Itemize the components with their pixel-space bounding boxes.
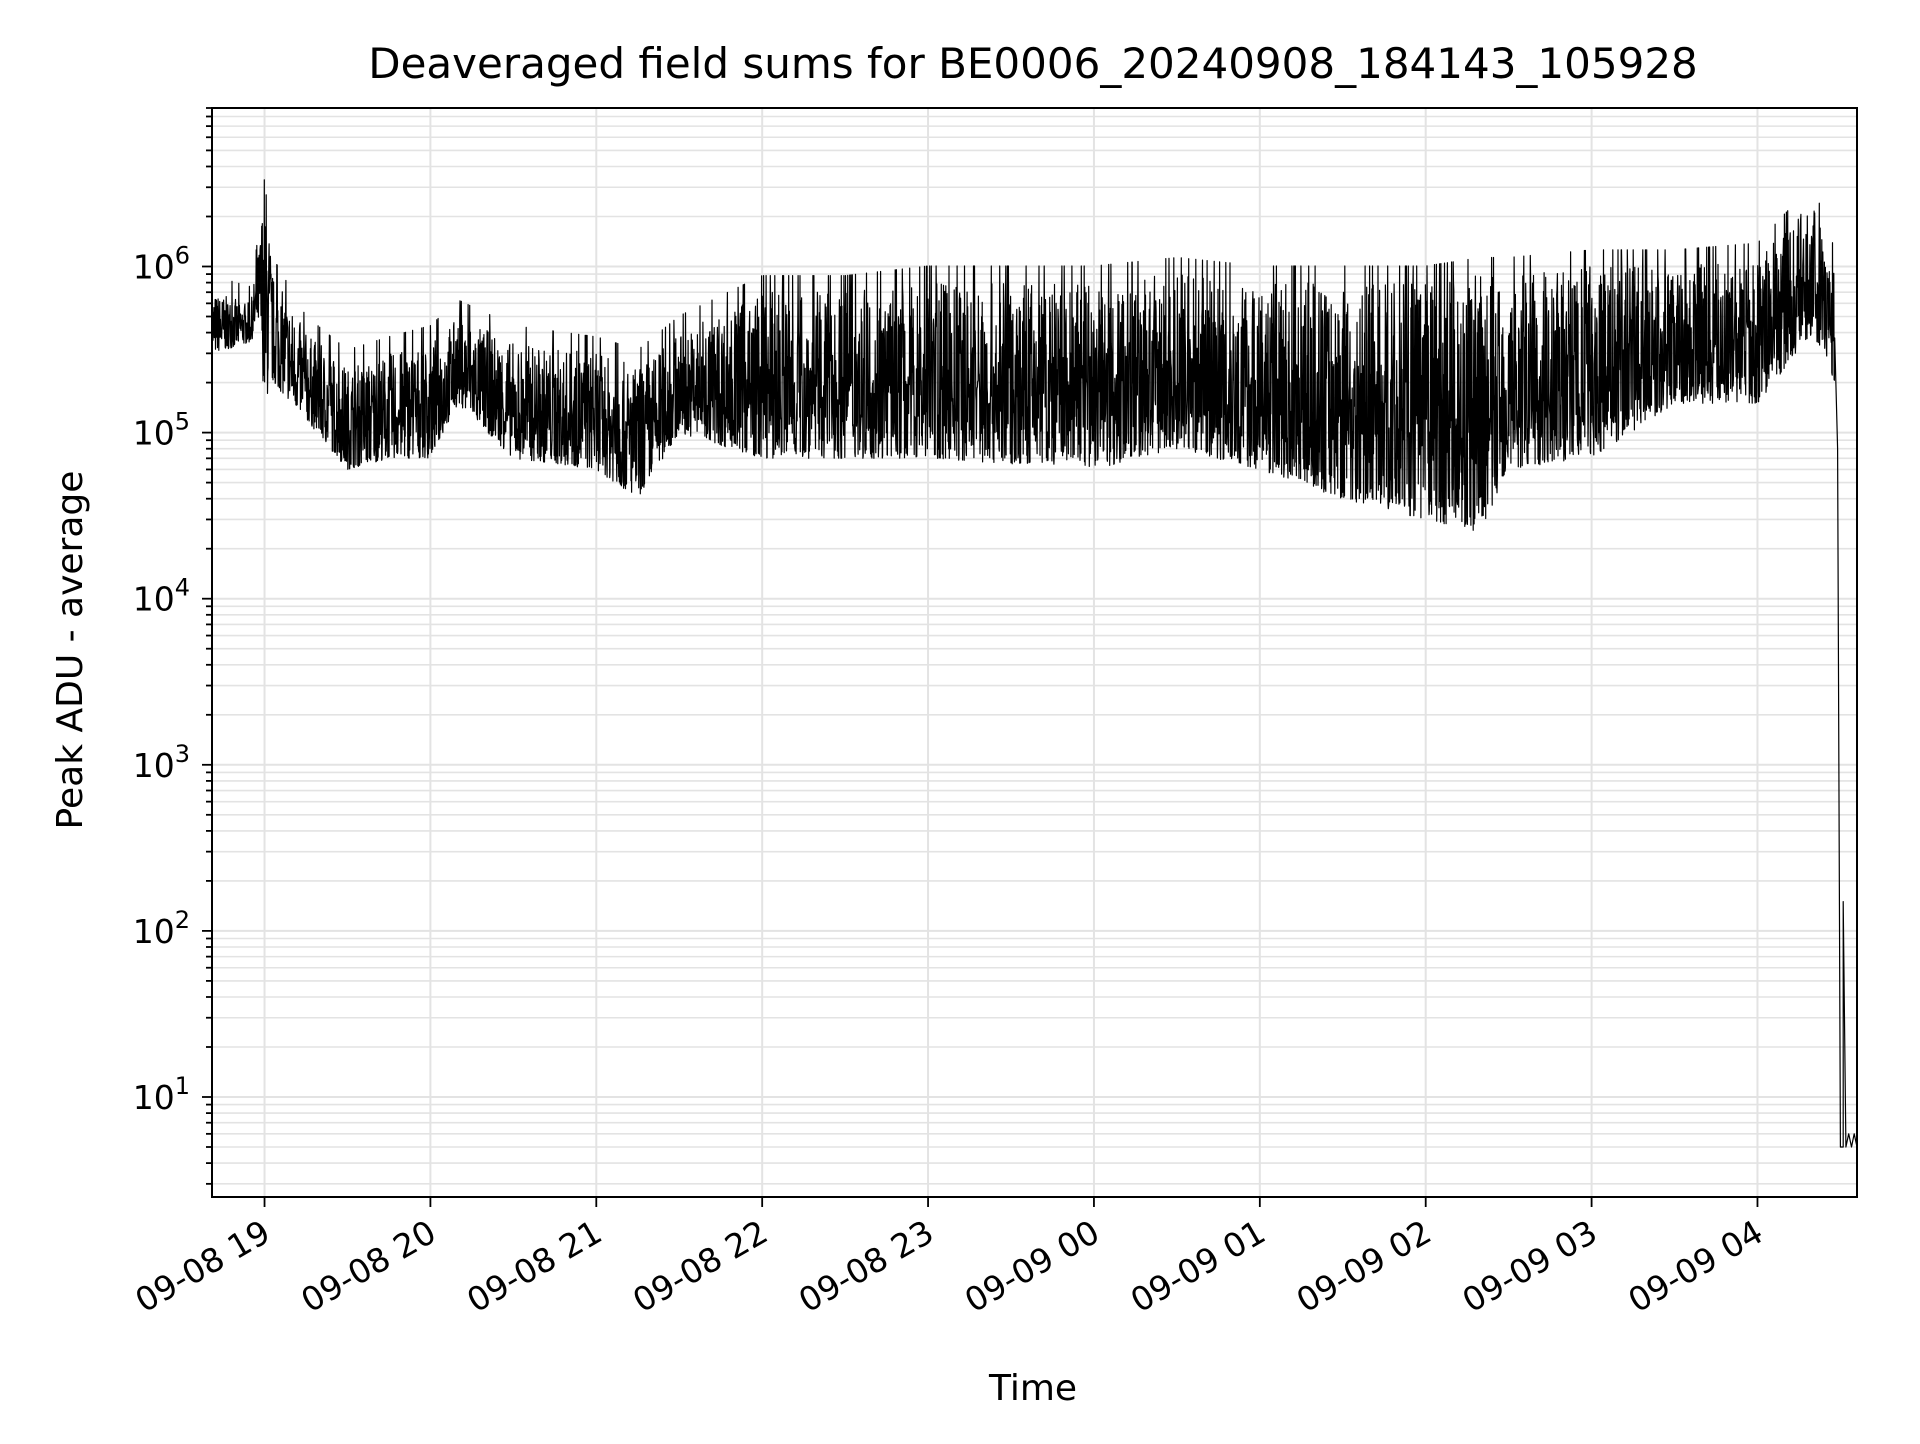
x-axis-label: Time	[988, 1368, 1077, 1409]
y-tick-label: 103	[133, 740, 190, 785]
x-tick-label: 09-08 23	[792, 1212, 940, 1320]
grid-layer	[212, 107, 1857, 1197]
x-tick-label: 09-08 19	[129, 1212, 277, 1320]
series-line	[211, 179, 1858, 1148]
y-axis-label: Peak ADU - average	[50, 471, 91, 830]
x-tick-label: 09-09 02	[1290, 1212, 1438, 1320]
y-tick-label: 105	[133, 408, 190, 453]
x-tick-label: 09-09 00	[958, 1212, 1106, 1320]
x-tick-label: 09-08 22	[626, 1212, 774, 1320]
y-tick-label: 101	[133, 1072, 190, 1117]
x-tick-label: 09-08 20	[294, 1212, 442, 1320]
x-tick-label: 09-09 04	[1621, 1212, 1769, 1320]
data-layer	[211, 179, 1858, 1148]
plot-frame	[211, 107, 1858, 1198]
y-tick-label: 102	[133, 906, 190, 951]
y-tick-label: 104	[133, 574, 190, 619]
x-tick-label: 09-09 01	[1124, 1212, 1272, 1320]
x-tick-label: 09-08 21	[460, 1212, 608, 1320]
chart-title: Deaveraged field sums for BE0006_2024090…	[368, 39, 1698, 88]
x-tick-label: 09-09 03	[1456, 1212, 1604, 1320]
y-tick-label: 106	[133, 241, 190, 286]
